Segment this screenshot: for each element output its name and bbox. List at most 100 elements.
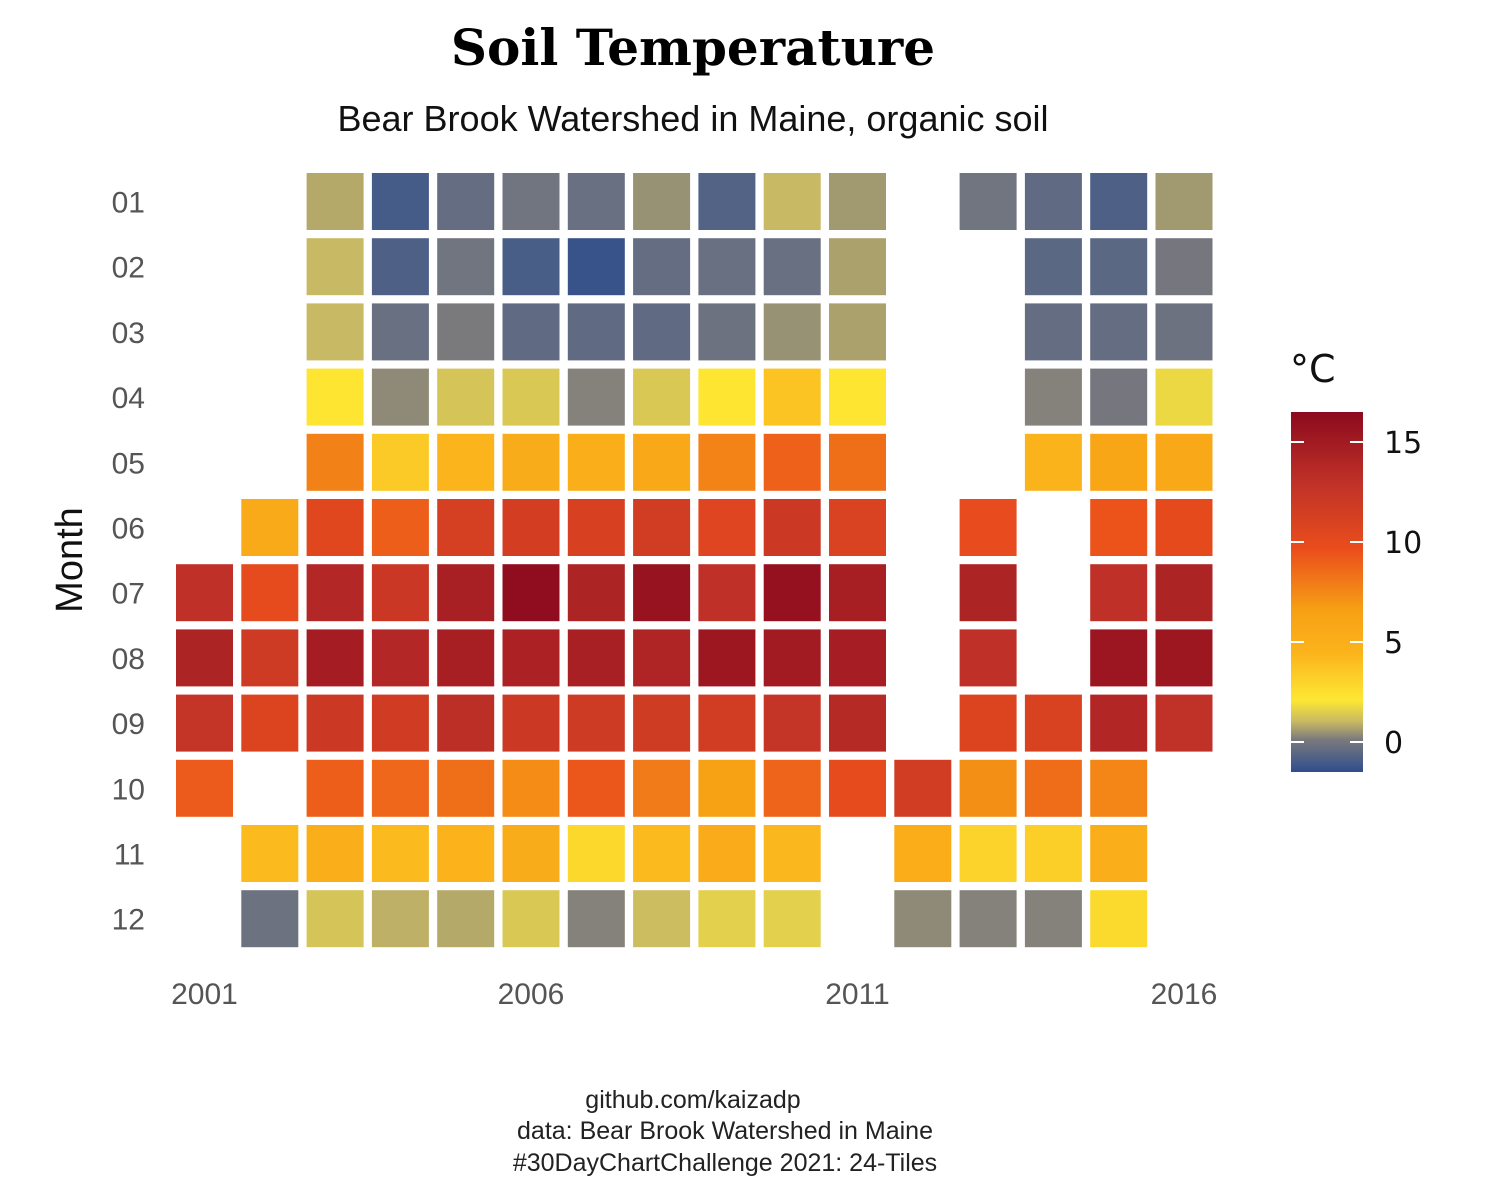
tile-2004-05 — [371, 433, 429, 491]
tile-2004-11 — [371, 825, 429, 882]
tile-2004-01 — [371, 173, 429, 230]
caption-line-3: #30DayChartChallenge 2021: 24-Tiles — [513, 1149, 937, 1177]
y-tick-label: 02 — [112, 252, 145, 285]
y-tick-label: 11 — [114, 839, 145, 872]
tile-2006-01 — [502, 173, 560, 230]
tile-2011-05 — [829, 433, 886, 491]
y-tick-label: 04 — [112, 382, 145, 415]
y-tick-label: 01 — [112, 187, 145, 220]
y-axis-ticks: 01 02 03 04 05 06 07 08 09 10 11 12 — [112, 187, 145, 937]
tile-2008-11 — [633, 825, 691, 882]
tile-2006-05 — [502, 433, 560, 491]
y-tick-label: 09 — [112, 708, 145, 741]
tile-2005-04 — [437, 368, 495, 426]
tile-2004-06 — [371, 499, 429, 556]
tile-2003-04 — [306, 368, 364, 426]
tile-2015-02 — [1090, 238, 1148, 296]
tile-2008-06 — [633, 499, 691, 556]
tile-2014-12 — [1024, 890, 1082, 948]
tile-2009-02 — [698, 238, 756, 296]
tile-2003-08 — [306, 629, 364, 687]
x-tick-label: 2006 — [498, 978, 565, 1011]
tile-2007-12 — [567, 890, 625, 948]
x-tick-label: 2011 — [825, 978, 890, 1011]
tile-2006-06 — [502, 499, 560, 556]
tile-2008-09 — [633, 694, 691, 752]
tile-2011-08 — [829, 629, 886, 687]
tile-grid — [176, 173, 1213, 948]
tile-2015-12 — [1090, 890, 1148, 948]
tile-2010-09 — [763, 694, 821, 752]
tile-2013-11 — [959, 825, 1017, 882]
tile-2003-09 — [306, 694, 364, 752]
tile-2006-03 — [502, 303, 560, 361]
tile-2003-01 — [306, 173, 364, 230]
tile-2014-02 — [1024, 238, 1082, 296]
tile-2013-01 — [959, 173, 1017, 230]
legend-tick-label: 10 — [1384, 526, 1422, 561]
tile-2015-11 — [1090, 825, 1148, 882]
tile-2005-09 — [437, 694, 495, 752]
tile-2008-04 — [633, 368, 691, 426]
tile-2008-07 — [633, 564, 691, 622]
tile-2015-10 — [1090, 759, 1148, 817]
tile-2006-09 — [502, 694, 560, 752]
tile-2005-08 — [437, 629, 495, 687]
y-tick-label: 03 — [112, 317, 145, 350]
tile-2010-12 — [763, 890, 821, 948]
tile-2005-03 — [437, 303, 495, 361]
tile-2009-05 — [698, 433, 756, 491]
tile-2002-08 — [241, 629, 299, 687]
tile-2007-07 — [567, 564, 625, 622]
tile-2015-04 — [1090, 368, 1148, 426]
tile-2007-09 — [567, 694, 625, 752]
tile-2012-10 — [894, 759, 952, 817]
tile-2010-04 — [763, 368, 821, 426]
tile-2015-09 — [1090, 694, 1148, 752]
tile-2001-08 — [176, 629, 233, 687]
tile-2003-06 — [306, 499, 364, 556]
tile-2013-09 — [959, 694, 1017, 752]
y-tick-label: 06 — [112, 513, 145, 546]
legend-tick-label: 5 — [1384, 626, 1403, 661]
tile-2016-02 — [1155, 238, 1213, 296]
tile-2016-01 — [1155, 173, 1213, 230]
tile-2003-03 — [306, 303, 364, 361]
tile-2011-02 — [829, 238, 886, 296]
tile-2004-04 — [371, 368, 429, 426]
tile-2009-01 — [698, 173, 756, 230]
y-tick-label: 12 — [112, 904, 145, 937]
tile-2012-12 — [894, 890, 952, 948]
tile-2003-05 — [306, 433, 364, 491]
tile-2016-04 — [1155, 368, 1213, 426]
tile-2016-07 — [1155, 564, 1213, 622]
tile-2006-11 — [502, 825, 560, 882]
tile-2005-11 — [437, 825, 495, 882]
tile-2016-03 — [1155, 303, 1213, 361]
tile-2007-08 — [567, 629, 625, 687]
y-tick-label: 08 — [112, 643, 145, 676]
tile-2009-10 — [698, 759, 756, 817]
tile-2014-01 — [1024, 173, 1082, 230]
tile-2002-09 — [241, 694, 299, 752]
tile-2005-07 — [437, 564, 495, 622]
color-legend: °C 0 5 10 15 — [1290, 347, 1422, 772]
tile-2009-11 — [698, 825, 756, 882]
tile-2010-08 — [763, 629, 821, 687]
tile-2013-07 — [959, 564, 1017, 622]
tile-2008-08 — [633, 629, 691, 687]
tile-2016-08 — [1155, 629, 1213, 687]
tile-2002-06 — [241, 499, 299, 556]
y-tick-label: 07 — [112, 578, 145, 611]
tile-2009-08 — [698, 629, 756, 687]
tile-2003-12 — [306, 890, 364, 948]
tile-2011-10 — [829, 759, 886, 817]
tile-2013-08 — [959, 629, 1017, 687]
tile-2014-11 — [1024, 825, 1082, 882]
tile-2002-07 — [241, 564, 299, 622]
tile-2008-03 — [633, 303, 691, 361]
tile-2008-05 — [633, 433, 691, 491]
tile-2009-07 — [698, 564, 756, 622]
tile-2010-07 — [763, 564, 821, 622]
